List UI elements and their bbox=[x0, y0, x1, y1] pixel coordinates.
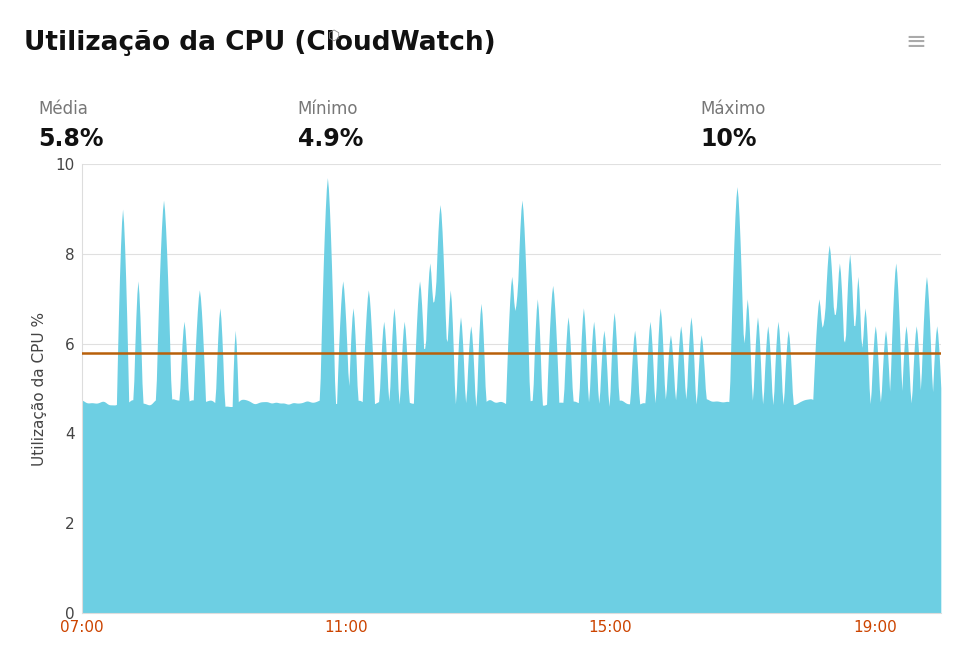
Text: 10%: 10% bbox=[701, 127, 757, 151]
Text: Média: Média bbox=[38, 100, 88, 119]
Y-axis label: Utilização da CPU %: Utilização da CPU % bbox=[32, 312, 47, 466]
Text: 4.9%: 4.9% bbox=[298, 127, 363, 151]
Text: 5.8%: 5.8% bbox=[38, 127, 104, 151]
Text: ≡: ≡ bbox=[905, 30, 926, 54]
Text: Utilização da CPU (CloudWatch): Utilização da CPU (CloudWatch) bbox=[24, 30, 495, 56]
Text: Máximo: Máximo bbox=[701, 100, 766, 119]
Text: Mínimo: Mínimo bbox=[298, 100, 358, 119]
Text: ⬡: ⬡ bbox=[328, 29, 341, 43]
